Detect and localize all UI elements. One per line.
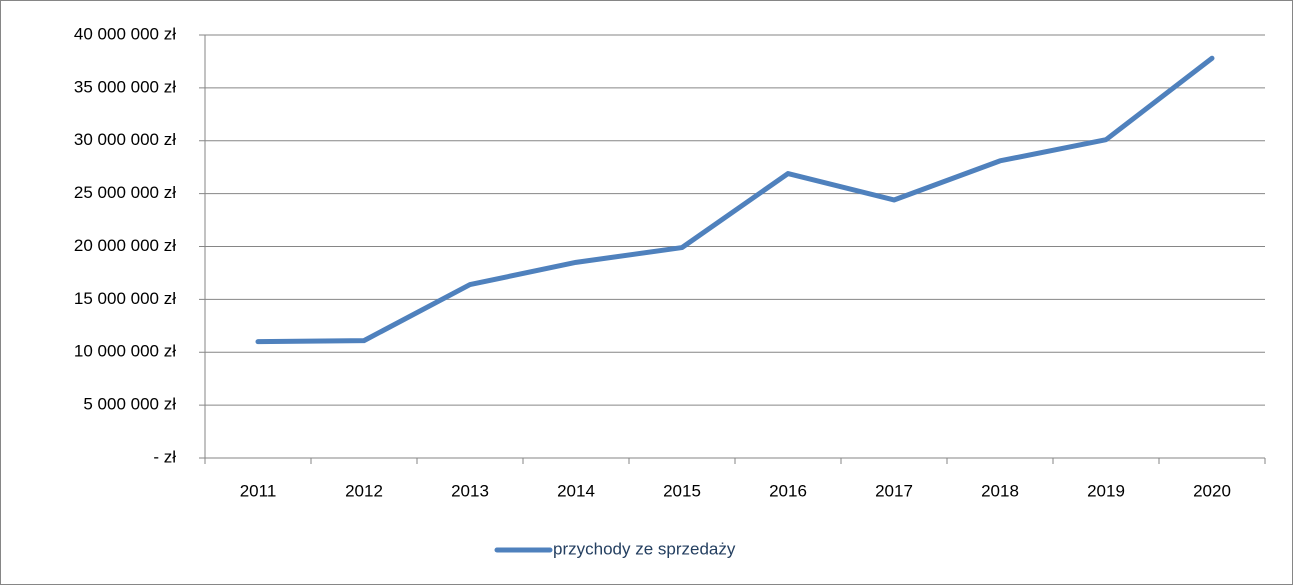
x-tick-label: 2012 — [345, 481, 383, 500]
x-tick-label: 2016 — [769, 481, 807, 500]
legend-label: przychody ze sprzedaży — [553, 539, 736, 558]
x-tick-label: 2013 — [451, 481, 489, 500]
y-tick-label: 35 000 000 zł — [74, 77, 176, 96]
x-tick-label: 2011 — [240, 481, 277, 500]
x-tick-label: 2017 — [875, 481, 913, 500]
y-tick-label: 20 000 000 zł — [74, 236, 176, 255]
y-tick-label: 15 000 000 zł — [74, 289, 176, 308]
x-tick-label: 2015 — [663, 481, 701, 500]
y-tick-label: 40 000 000 zł — [74, 24, 176, 43]
y-tick-label: 5 000 000 zł — [83, 395, 176, 414]
y-tick-label: 10 000 000 zł — [74, 342, 176, 361]
x-tick-label: 2019 — [1087, 481, 1125, 500]
y-tick-label: 25 000 000 zł — [74, 183, 176, 202]
series-line — [255, 55, 1215, 345]
x-tick-label: 2014 — [557, 481, 595, 500]
x-tick-label: 2020 — [1193, 481, 1231, 500]
x-tick-label: 2018 — [981, 481, 1019, 500]
y-tick-label: 30 000 000 zł — [74, 130, 176, 149]
y-tick-label: - zł — [153, 447, 176, 466]
